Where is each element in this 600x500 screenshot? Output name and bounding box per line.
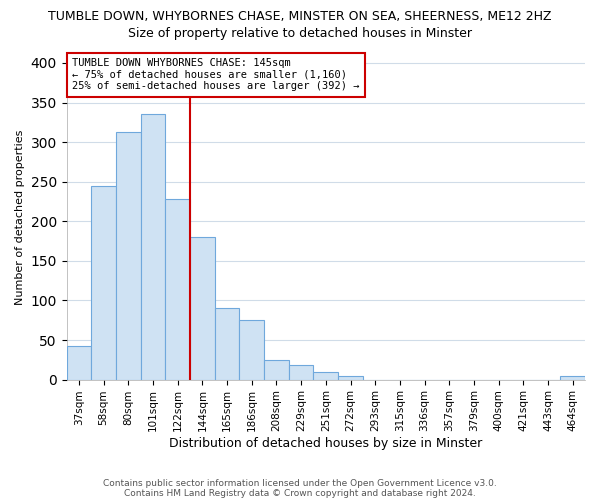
Y-axis label: Number of detached properties: Number of detached properties [15,130,25,305]
Text: Contains public sector information licensed under the Open Government Licence v3: Contains public sector information licen… [103,478,497,488]
Text: Contains HM Land Registry data © Crown copyright and database right 2024.: Contains HM Land Registry data © Crown c… [124,488,476,498]
Bar [338,376,363,380]
Text: Size of property relative to detached houses in Minster: Size of property relative to detached ho… [128,28,472,40]
Bar [91,186,116,380]
Bar [239,320,264,380]
Bar [264,360,289,380]
Text: TUMBLE DOWN, WHYBORNES CHASE, MINSTER ON SEA, SHEERNESS, ME12 2HZ: TUMBLE DOWN, WHYBORNES CHASE, MINSTER ON… [48,10,552,23]
Bar [166,199,190,380]
Bar [116,132,141,380]
Bar [313,372,338,380]
Bar [289,366,313,380]
X-axis label: Distribution of detached houses by size in Minster: Distribution of detached houses by size … [169,437,482,450]
Bar [141,114,166,380]
Bar [190,237,215,380]
Bar [215,308,239,380]
Bar [67,346,91,380]
Bar [560,376,585,380]
Text: TUMBLE DOWN WHYBORNES CHASE: 145sqm
← 75% of detached houses are smaller (1,160): TUMBLE DOWN WHYBORNES CHASE: 145sqm ← 75… [72,58,359,92]
